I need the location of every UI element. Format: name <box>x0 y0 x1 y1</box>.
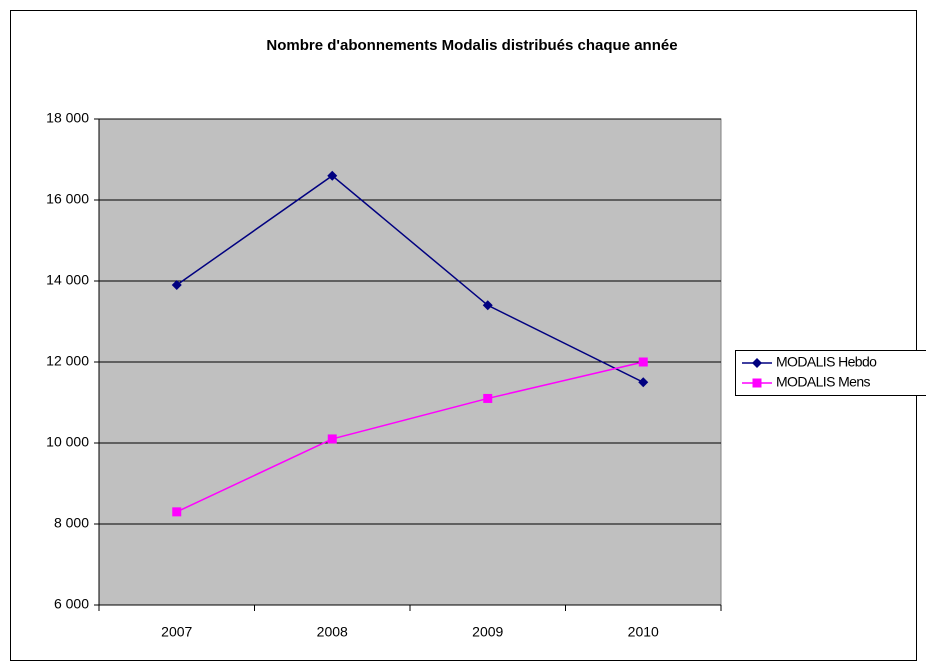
y-tick-label: 10 000 <box>46 434 89 450</box>
marker <box>172 507 182 517</box>
marker <box>327 170 338 181</box>
y-tick-label: 18 000 <box>46 110 89 126</box>
series-line <box>176 174 644 383</box>
legend-marker <box>752 378 762 388</box>
chart-title: Nombre d'abonnements Modalis distribués … <box>266 37 677 54</box>
legend-label: MODALIS Mens <box>776 374 871 390</box>
x-tick-label: 2010 <box>628 624 659 640</box>
x-tick-label: 2007 <box>161 624 192 640</box>
marker <box>482 300 493 311</box>
series-line <box>176 361 644 513</box>
legend-box <box>735 350 926 396</box>
y-tick-label: 14 000 <box>46 272 89 288</box>
legend-label: MODALIS Hebdo <box>776 354 877 370</box>
x-tick-label: 2009 <box>472 624 503 640</box>
marker <box>638 357 648 367</box>
y-tick-label: 6 000 <box>54 596 89 612</box>
marker <box>638 377 649 388</box>
marker <box>327 434 337 444</box>
y-tick-label: 12 000 <box>46 353 89 369</box>
marker <box>171 280 182 291</box>
y-tick-label: 16 000 <box>46 191 89 207</box>
legend-marker <box>752 358 762 368</box>
x-tick-label: 2008 <box>317 624 348 640</box>
y-tick-label: 8 000 <box>54 515 89 531</box>
marker <box>483 393 493 403</box>
